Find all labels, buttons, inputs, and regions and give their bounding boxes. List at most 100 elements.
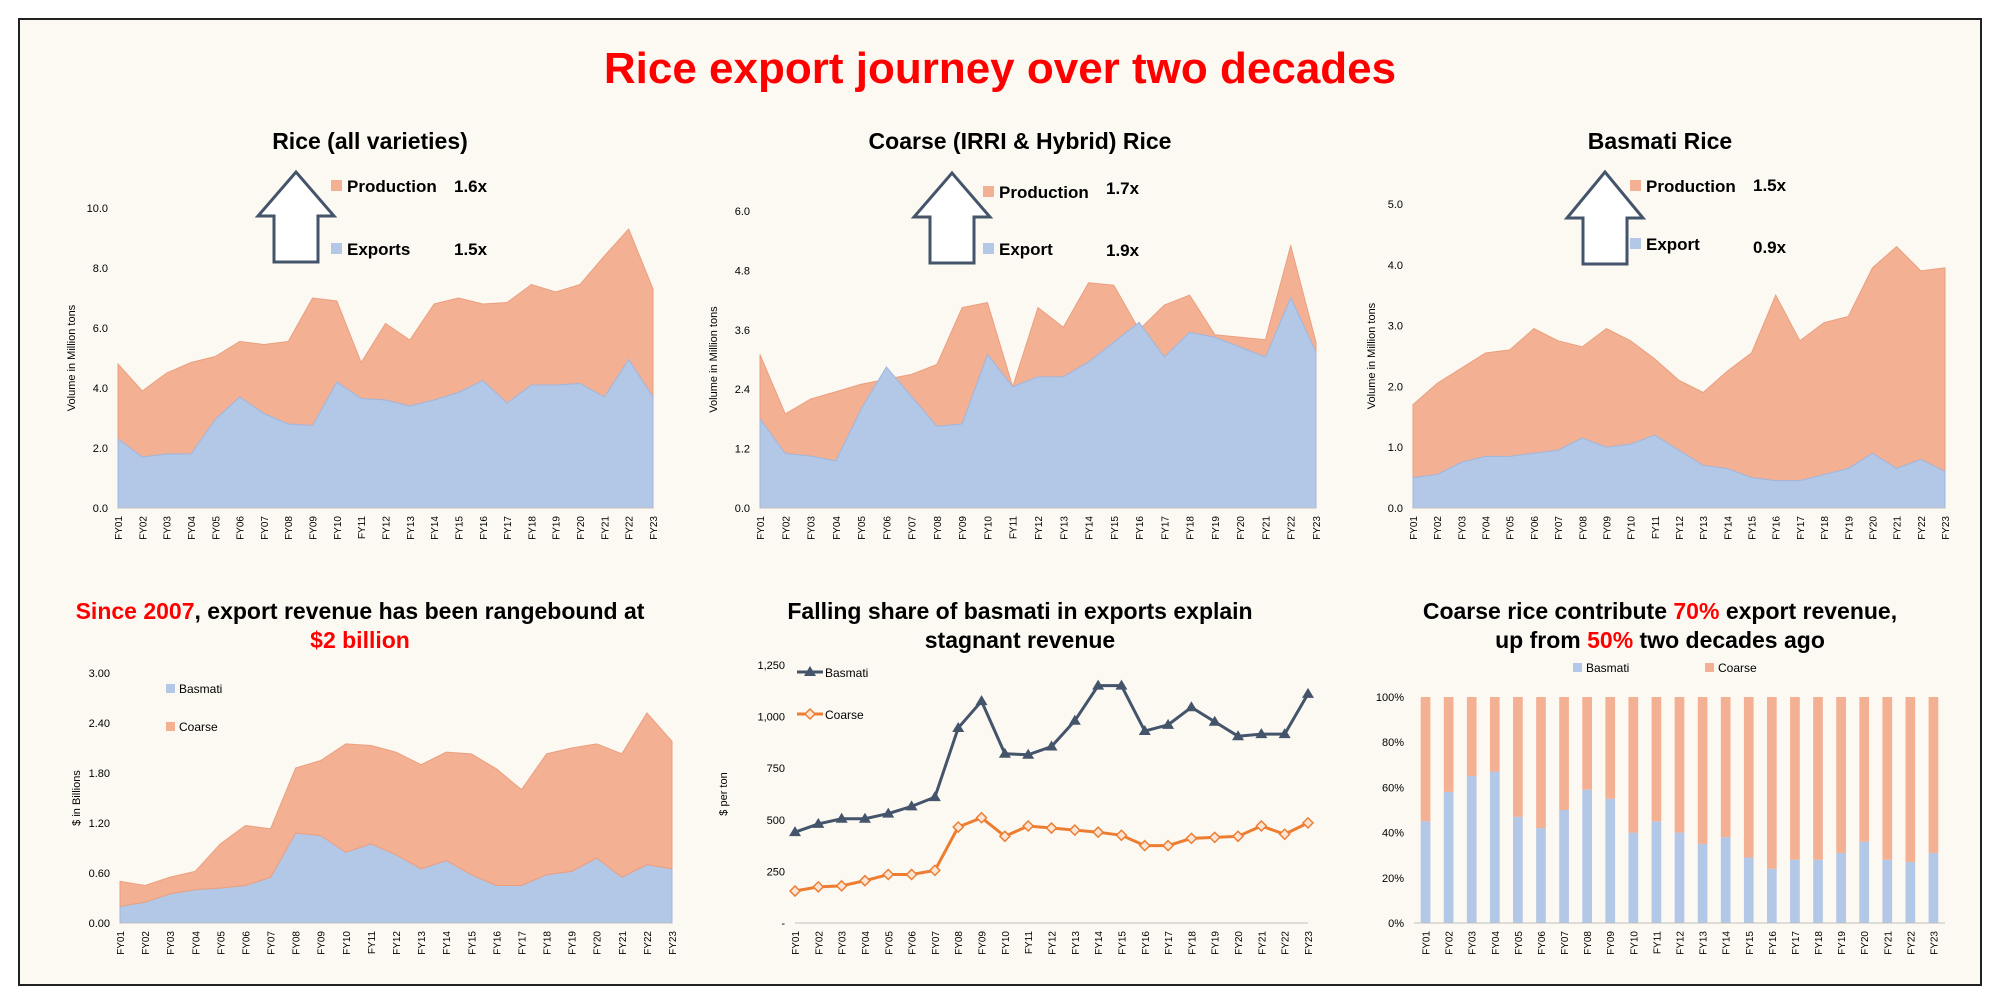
x-tick-label: FY16 <box>479 516 490 540</box>
x-tick-label: FY09 <box>1602 516 1613 540</box>
bar-coarse <box>1836 697 1846 853</box>
x-tick-label: FY02 <box>141 931 152 955</box>
x-tick-label: FY05 <box>211 516 222 540</box>
y-tick-label: 60% <box>1382 782 1404 794</box>
x-tick-label: FY12 <box>382 516 393 540</box>
point-basmati <box>835 812 848 823</box>
y-tick-label: 2.40 <box>89 718 110 730</box>
x-tick-label: FY14 <box>1094 931 1105 955</box>
x-tick-label: FY20 <box>1868 516 1879 540</box>
area-coarse <box>119 712 673 907</box>
x-tick-label: FY07 <box>1560 931 1571 955</box>
y-tick-label: 500 <box>767 815 785 827</box>
bar-coarse <box>1489 697 1500 772</box>
legend-label-coarse: Coarse <box>1718 661 1757 675</box>
title-highlight-amount: $2 billion <box>310 627 410 653</box>
x-tick-label: FY04 <box>861 931 872 955</box>
title-text: two decades ago <box>1633 627 1825 653</box>
point-basmati <box>1278 728 1291 739</box>
legend-marker-basmati <box>804 666 816 676</box>
y-tick-label: 0.0 <box>93 503 108 515</box>
up-arrow-icon <box>1563 169 1647 266</box>
bar-coarse <box>1443 697 1454 792</box>
x-tick-label: FY20 <box>593 931 604 955</box>
bar-coarse <box>1674 697 1685 833</box>
bar-basmati <box>1605 798 1616 923</box>
price-legend: Basmati Coarse <box>797 666 868 722</box>
x-tick-label: FY20 <box>1234 931 1245 955</box>
x-tick-label: FY02 <box>814 931 825 955</box>
y-tick-label: 1.80 <box>89 768 110 780</box>
x-tick-label: FY03 <box>166 931 177 955</box>
x-tick-label: FY13 <box>406 516 417 540</box>
point-basmati <box>905 800 918 811</box>
y-axis-label: Volume in Million tons <box>66 304 78 411</box>
x-tick-label: FY05 <box>857 516 868 540</box>
x-tick-label: FY20 <box>1236 516 1247 540</box>
x-tick-label: FY19 <box>1211 931 1222 955</box>
x-tick-label: FY10 <box>333 516 344 540</box>
legend-swatch-production <box>983 186 994 197</box>
point-basmati <box>1115 679 1128 690</box>
x-tick-label: FY17 <box>1791 931 1802 955</box>
bar-coarse <box>1697 697 1708 844</box>
y-tick-label: 6.0 <box>93 323 108 335</box>
legend-factor-production: 1.6x <box>454 177 488 196</box>
y-tick-label: 6.0 <box>735 206 750 218</box>
point-basmati <box>789 826 801 837</box>
x-tick-label: FY05 <box>1514 931 1525 955</box>
bar-basmati <box>1536 828 1546 923</box>
x-tick-label: FY05 <box>216 931 227 955</box>
x-tick-label: FY13 <box>1699 516 1710 540</box>
point-basmati <box>975 695 988 706</box>
x-tick-label: FY12 <box>392 931 403 955</box>
x-tick-label: FY13 <box>1059 516 1070 540</box>
x-tick-label: FY14 <box>1722 931 1733 955</box>
bar-coarse <box>1928 697 1939 853</box>
title-highlight-50: 50% <box>1587 627 1634 653</box>
bar-basmati <box>1513 816 1523 923</box>
y-tick-label: 80% <box>1382 737 1404 749</box>
x-tick-label: FY11 <box>1652 931 1663 955</box>
bar-coarse <box>1859 697 1870 842</box>
x-tick-label: FY08 <box>954 931 965 955</box>
x-tick-label: FY01 <box>791 931 802 955</box>
x-tick-label: FY06 <box>908 931 919 955</box>
point-coarse <box>882 868 895 881</box>
x-tick-label: FY17 <box>1160 516 1171 540</box>
bar-basmati <box>1674 832 1685 923</box>
legend-swatch-basmati <box>166 684 175 693</box>
y-tick-label: 1.0 <box>1388 442 1403 454</box>
legend-label-production: Production <box>1646 177 1736 196</box>
x-tick-label: FY22 <box>1917 516 1928 540</box>
point-coarse <box>1255 819 1268 833</box>
bar-basmati <box>1628 832 1639 923</box>
y-tick-label: 0% <box>1388 918 1404 930</box>
title-highlight-70: 70% <box>1673 598 1720 624</box>
bar-coarse <box>1513 697 1523 817</box>
point-coarse <box>928 864 941 877</box>
legend-label-coarse: Coarse <box>179 720 218 734</box>
x-tick-label: FY06 <box>236 516 247 540</box>
y-tick-label: 20% <box>1382 873 1404 885</box>
x-tick-label: FY15 <box>1110 516 1121 540</box>
point-coarse <box>1092 826 1105 839</box>
x-tick-label: FY10 <box>342 931 353 955</box>
x-tick-label: FY11 <box>1651 516 1662 540</box>
x-tick-label: FY17 <box>503 516 514 540</box>
x-tick-label: FY18 <box>1814 931 1825 955</box>
point-coarse <box>975 811 988 824</box>
x-tick-label: FY14 <box>442 931 453 955</box>
y-tick-label: 1.2 <box>735 444 750 456</box>
point-coarse <box>1301 816 1315 829</box>
point-coarse <box>1115 829 1128 842</box>
legend-swatch-exports <box>331 243 342 254</box>
page-title: Rice export journey over two decades <box>603 44 1397 93</box>
up-arrow-icon <box>254 169 338 264</box>
rice-all-chart-title: Rice (all varieties) <box>272 128 468 154</box>
x-tick-label: FY04 <box>191 931 202 955</box>
point-coarse <box>812 880 825 893</box>
x-tick-label: FY01 <box>1409 516 1420 540</box>
y-tick-label: 2.0 <box>1388 381 1403 393</box>
x-tick-label: FY22 <box>1906 931 1917 955</box>
